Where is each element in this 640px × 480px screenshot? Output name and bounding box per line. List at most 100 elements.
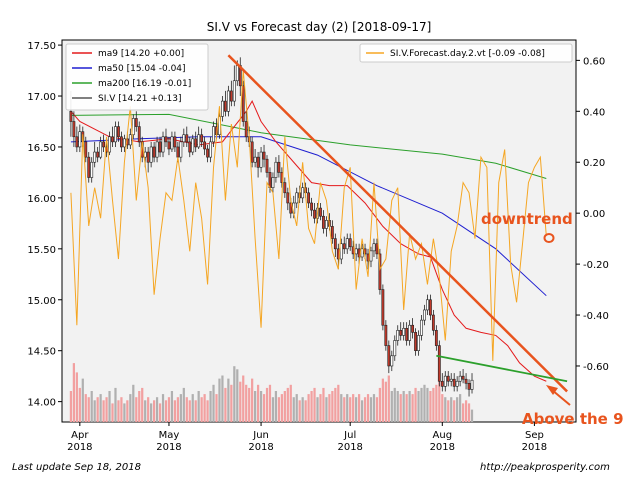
volume-bar bbox=[464, 400, 468, 422]
volume-bar bbox=[417, 391, 420, 422]
volume-bar bbox=[135, 397, 138, 422]
volume-bar bbox=[155, 397, 159, 422]
y-left-tick-label: 15.00 bbox=[27, 296, 56, 307]
legend-left: ma9 [14.20 +0.00] ma50 [15.04 -0.04] ma200… bbox=[65, 43, 209, 111]
volume-bar bbox=[212, 384, 215, 422]
volume-bar bbox=[78, 387, 81, 422]
volume-bar bbox=[90, 391, 93, 422]
footer-url: http://peakprosperity.com bbox=[480, 462, 610, 473]
candle-body bbox=[87, 156, 91, 178]
candle-body bbox=[229, 90, 233, 102]
volume-bar bbox=[185, 397, 188, 422]
candle-body bbox=[191, 138, 195, 153]
candle-body bbox=[420, 319, 423, 336]
volume-bar bbox=[470, 409, 474, 422]
candle-body bbox=[405, 327, 409, 341]
annotation-arrow-head bbox=[546, 385, 558, 395]
volume-bar bbox=[375, 397, 379, 422]
candle-body bbox=[102, 141, 106, 148]
footer-last-update: Last update Sep 18, 2018 bbox=[12, 462, 141, 473]
legend-label: SI.V [14.21 +0.13] bbox=[98, 94, 181, 104]
volume-bars bbox=[69, 363, 474, 422]
volume-bar bbox=[301, 397, 304, 422]
volume-bar bbox=[265, 387, 269, 422]
candle-body bbox=[99, 141, 103, 158]
candle-body bbox=[244, 121, 248, 138]
candle-body bbox=[360, 248, 364, 258]
candle-body bbox=[221, 100, 224, 117]
volume-bar bbox=[248, 387, 251, 422]
volume-bar bbox=[245, 384, 248, 422]
volume-bar bbox=[461, 403, 465, 422]
candle-body bbox=[470, 379, 474, 390]
x-tick-month: Jul bbox=[343, 430, 356, 441]
volume-bar bbox=[102, 400, 105, 422]
volume-bar bbox=[289, 384, 292, 422]
ma200-line bbox=[70, 113, 547, 180]
candle-body bbox=[137, 126, 141, 143]
volume-bar bbox=[295, 394, 298, 422]
volume-bar bbox=[194, 400, 197, 422]
volume-bar bbox=[438, 378, 441, 422]
volume-bar bbox=[453, 400, 456, 422]
volume-bar bbox=[319, 394, 322, 422]
candle-body bbox=[464, 378, 468, 384]
x-tick-year: 2018 bbox=[522, 442, 547, 453]
volume-bar bbox=[447, 400, 450, 422]
forecast-line bbox=[70, 70, 547, 361]
volume-bar bbox=[420, 387, 423, 422]
volume-bar bbox=[176, 397, 179, 422]
candle-body bbox=[197, 134, 201, 148]
ma50-line bbox=[70, 136, 547, 297]
candle-body bbox=[167, 141, 171, 150]
candle-body bbox=[262, 151, 266, 160]
volume-bar bbox=[298, 400, 301, 422]
candle-body bbox=[122, 138, 126, 148]
volume-bar bbox=[259, 391, 263, 422]
volume-bar bbox=[81, 378, 84, 422]
annotation-downtrend: downtrend bbox=[481, 210, 573, 228]
candle-body bbox=[146, 151, 150, 163]
candle-body bbox=[390, 355, 394, 367]
candle-body bbox=[117, 126, 120, 138]
volume-bar bbox=[355, 397, 358, 422]
volume-bar bbox=[283, 391, 286, 422]
y-right-tick-label: 0.60 bbox=[583, 56, 605, 67]
volume-bar bbox=[209, 391, 212, 422]
candle-body bbox=[226, 90, 230, 112]
candle-body bbox=[414, 332, 417, 351]
volume-bar bbox=[182, 387, 185, 422]
y-right-tick-label: -0.40 bbox=[583, 311, 609, 322]
candle-body bbox=[179, 141, 183, 158]
candle-body bbox=[72, 121, 76, 138]
volume-bar bbox=[349, 397, 352, 422]
candle-body bbox=[449, 378, 453, 382]
volume-bar bbox=[274, 391, 278, 422]
volume-bar bbox=[411, 394, 414, 422]
forecast-series bbox=[70, 70, 547, 361]
x-tick-year: 2018 bbox=[337, 442, 362, 453]
candle-body bbox=[158, 141, 162, 153]
volume-bar bbox=[99, 394, 102, 422]
candle-body bbox=[128, 134, 132, 146]
candle-body bbox=[446, 375, 450, 382]
candle-body bbox=[354, 248, 358, 255]
volume-bar bbox=[221, 375, 224, 422]
volume-bar bbox=[239, 381, 242, 422]
candle-body bbox=[381, 289, 385, 326]
candle-body bbox=[339, 243, 343, 260]
volume-bar bbox=[242, 375, 245, 422]
candle-body bbox=[345, 238, 349, 250]
candle-body bbox=[209, 141, 212, 158]
volume-bar bbox=[360, 400, 364, 422]
volume-bar bbox=[191, 394, 194, 422]
candle-body bbox=[212, 126, 215, 143]
volume-bar bbox=[467, 403, 471, 422]
candle-body bbox=[434, 330, 438, 346]
candle-body bbox=[271, 177, 275, 189]
annotation-arrow-shaft bbox=[551, 389, 571, 406]
volume-bar bbox=[84, 394, 87, 422]
volume-bar bbox=[132, 384, 135, 422]
y-left-tick-label: 14.50 bbox=[27, 347, 56, 358]
volume-bar bbox=[236, 369, 239, 422]
